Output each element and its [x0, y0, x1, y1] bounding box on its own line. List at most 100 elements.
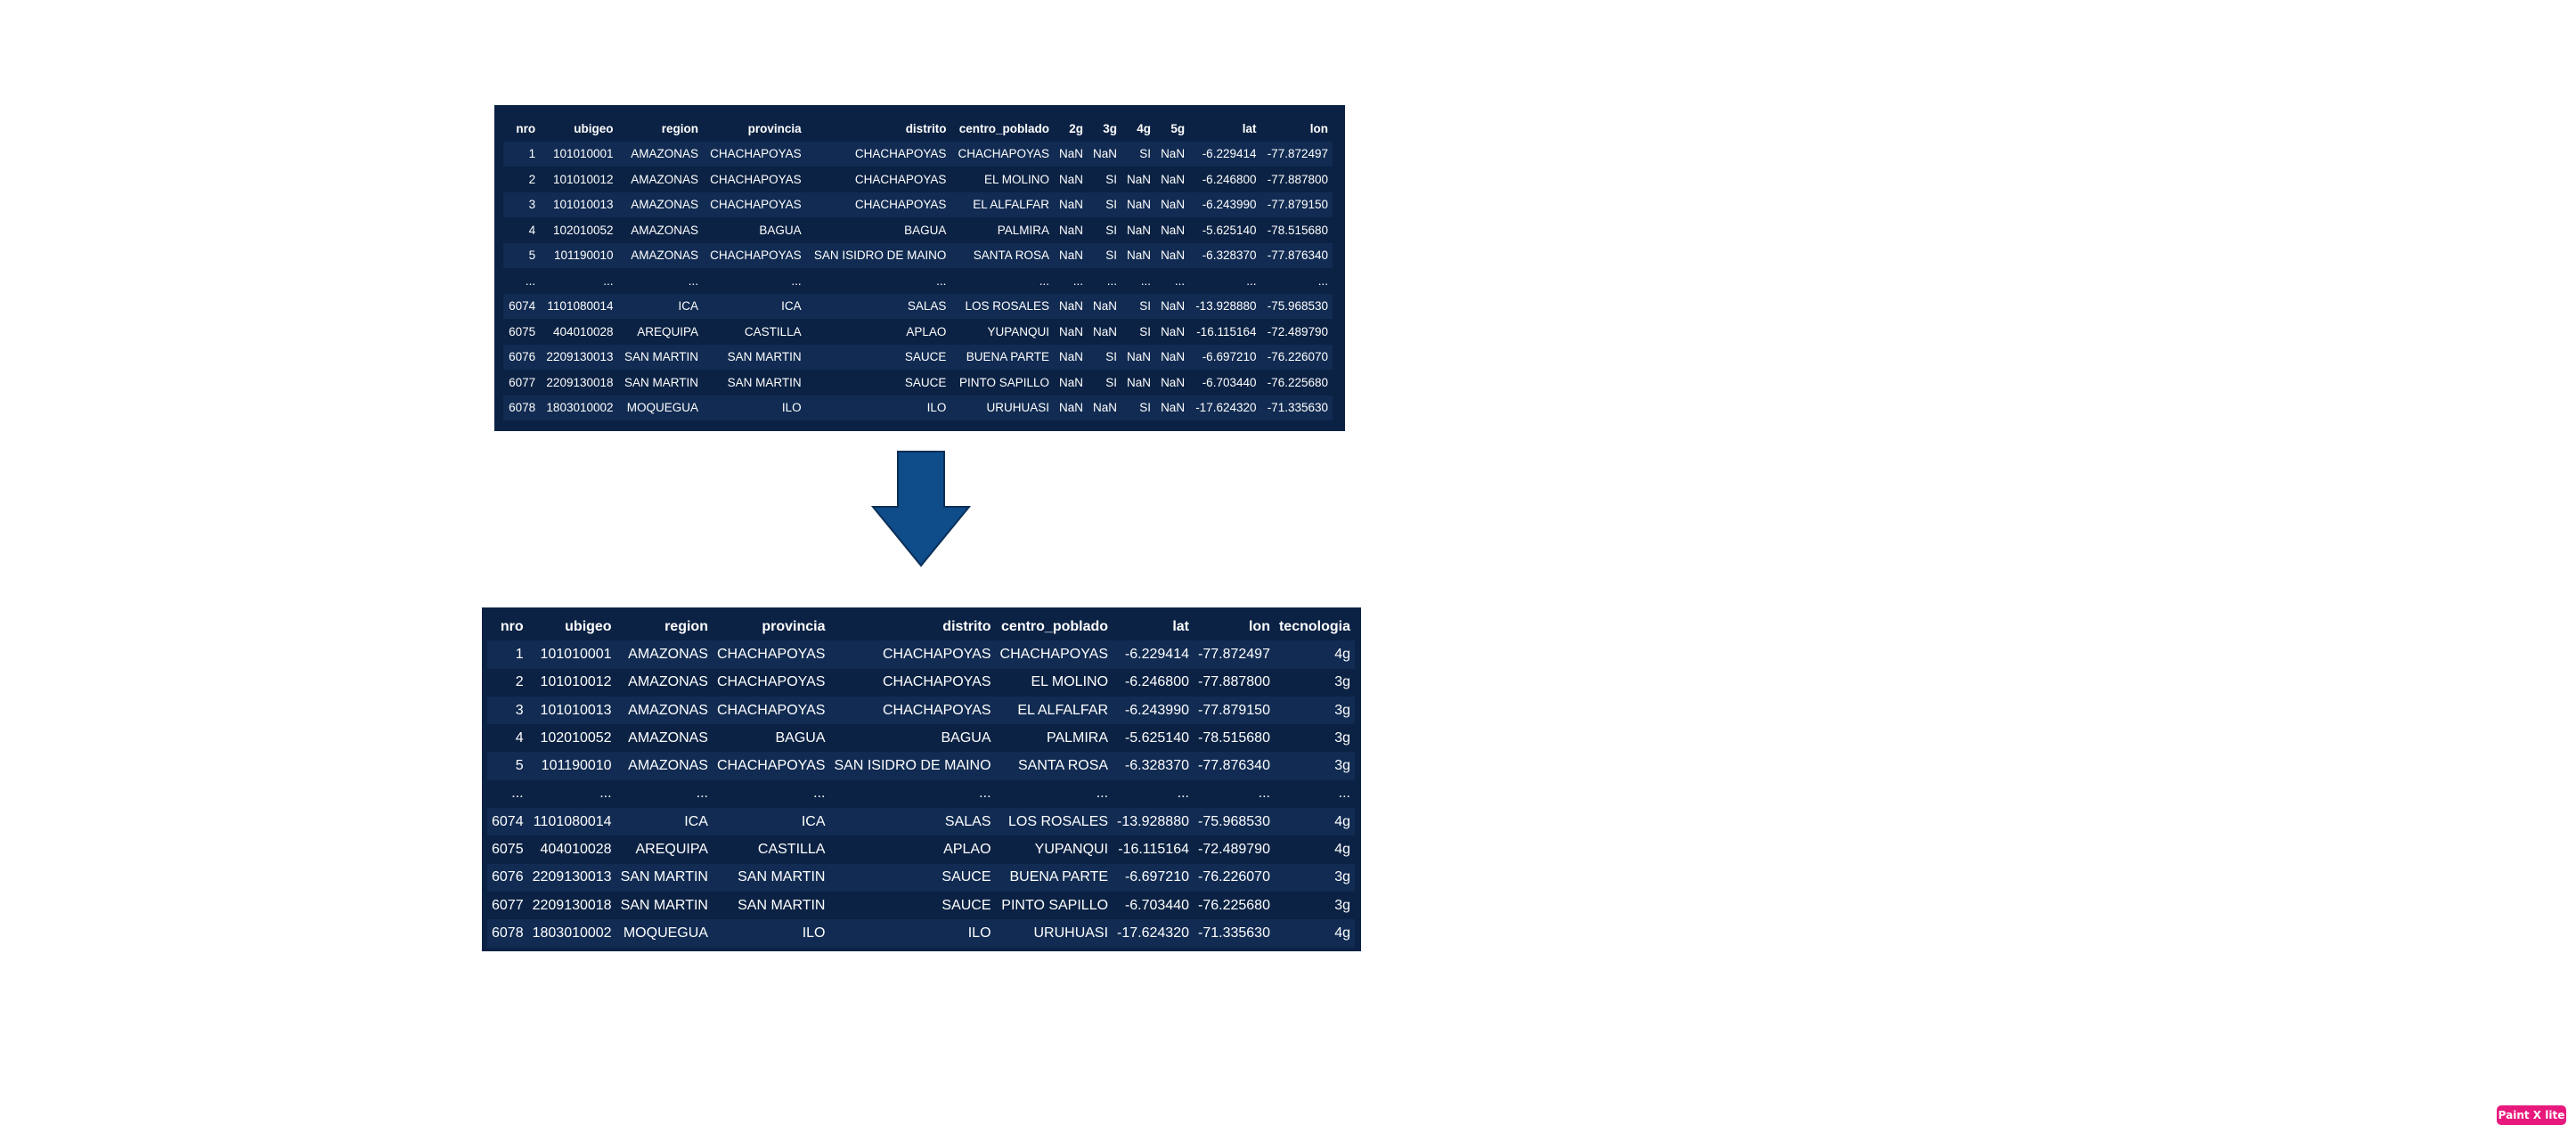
column-header-nro: nro: [500, 618, 524, 634]
table-row: 6077 2209130018 SAN MARTIN SAN MARTIN SAUCE P…: [487, 891, 1355, 920]
table-row: 6074 1101080014 ICA ICA SALAS LOS ROSALES NaN N…: [503, 293, 1333, 319]
table-cell-centro-poblado: PINTO SAPILLO: [958, 375, 1050, 389]
table-cell-provincia: CHACHAPOYAS: [710, 249, 802, 263]
table-cell-distrito: ...: [936, 273, 947, 288]
paint-x-lite-badge[interactable]: Paint X lite: [2497, 1105, 2566, 1125]
table-cell-region: SAN MARTIN: [620, 869, 708, 885]
table-cell-provincia: CHACHAPOYAS: [716, 674, 826, 690]
table-cell-lon: -77.872497: [1267, 147, 1328, 161]
table-cell-distrito: SAUCE: [942, 869, 991, 885]
table-cell-lon: -77.876340: [1267, 249, 1328, 263]
table-cell-lon: -76.225680: [1267, 375, 1328, 389]
table-cell-lon: -78.515680: [1267, 223, 1328, 237]
table-cell-lat: -5.625140: [1124, 730, 1189, 746]
table-cell-distrito: SAUCE: [942, 897, 991, 913]
table-cell-nro: 4: [528, 223, 536, 237]
table-cell-lat: -6.703440: [1124, 897, 1189, 913]
table-cell-ubigeo: ...: [603, 273, 614, 288]
table-cell-lon: ...: [1317, 273, 1328, 288]
table-cell-tecnologia: ...: [1338, 786, 1350, 802]
column-header-centro-poblado: centro_poblado: [1001, 618, 1109, 634]
table-cell-nro: 3: [528, 198, 536, 212]
table-cell-tecnologia: 4g: [1334, 813, 1350, 829]
table-cell-lat: -13.928880: [1195, 299, 1257, 314]
table-cell-lat: ...: [1246, 273, 1257, 288]
table-row: 2 101010012 AMAZONAS CHACHAPOYAS CHACHAPOYAS…: [503, 167, 1333, 192]
table-cell-4g: SI: [1139, 324, 1152, 338]
table-row: 6075 404010028 AREQUIPA CASTILLA APLAO YUPANQ…: [503, 319, 1333, 345]
table-cell-ubigeo: 101190010: [541, 758, 612, 774]
table-cell-3g: SI: [1105, 198, 1118, 212]
table-cell-lat: -17.624320: [1195, 401, 1257, 415]
table-cell-3g: SI: [1105, 172, 1118, 186]
column-header-lat: lat: [1242, 121, 1257, 135]
table-cell-lon: -72.489790: [1267, 324, 1328, 338]
table-cell-region: AMAZONAS: [628, 702, 708, 718]
table-cell-centro-poblado: ...: [1039, 273, 1050, 288]
table-cell-nro: 6074: [492, 813, 524, 829]
table-row: 6076 2209130013 SAN MARTIN SAN MARTIN SAUCE B…: [503, 344, 1333, 370]
table-cell-2g: NaN: [1059, 324, 1084, 338]
table-cell-distrito: CHACHAPOYAS: [854, 198, 947, 212]
table-cell-ubigeo: 404010028: [540, 842, 612, 858]
table-cell-region: AMAZONAS: [628, 674, 708, 690]
down-arrow-icon: [871, 451, 971, 567]
column-header-4g: 4g: [1137, 121, 1152, 135]
table-cell-lon: -72.489790: [1198, 842, 1270, 858]
table-cell-2g: NaN: [1059, 299, 1084, 314]
table-cell-distrito: CHACHAPOYAS: [854, 172, 947, 186]
table-cell-distrito: ...: [979, 786, 991, 802]
table-cell-tecnologia: 3g: [1334, 702, 1350, 718]
table-cell-provincia: ICA: [801, 813, 826, 829]
table-cell-lon: -77.879150: [1267, 198, 1328, 212]
table-cell-nro: 6074: [509, 299, 536, 314]
table-row: 1 101010001 AMAZONAS CHACHAPOYAS CHACHAPOYAS…: [503, 141, 1333, 167]
table-cell-region: AMAZONAS: [628, 646, 708, 662]
dataframe-before: nro ubigeo region provincia distrito centro_p…: [494, 105, 1345, 431]
table-cell-provincia: CHACHAPOYAS: [710, 147, 802, 161]
table-cell-distrito: BAGUA: [941, 730, 991, 746]
table-cell-region: MOQUEGUA: [626, 401, 699, 415]
table-cell-lat: -6.243990: [1124, 702, 1189, 718]
table-cell-provincia: CHACHAPOYAS: [716, 646, 826, 662]
table-cell-region: ICA: [684, 813, 708, 829]
table-cell-ubigeo: 101010001: [552, 147, 614, 161]
table-cell-region: AMAZONAS: [628, 758, 708, 774]
table-cell-provincia: CHACHAPOYAS: [716, 758, 826, 774]
table-cell-provincia: SAN MARTIN: [738, 869, 826, 885]
column-header-distrito: distrito: [942, 618, 991, 634]
table-cell-distrito: APLAO: [906, 324, 947, 338]
table-cell-nro: 3: [515, 702, 524, 718]
column-header-5g: 5g: [1170, 121, 1186, 135]
table-body: 1 101010001 AMAZONAS CHACHAPOYAS CHACHAPOYAS…: [503, 141, 1333, 420]
column-header-region: region: [661, 121, 699, 135]
table-cell-nro: 6077: [509, 375, 536, 389]
table-cell-4g: NaN: [1127, 223, 1152, 237]
table-cell-tecnologia: 3g: [1334, 758, 1350, 774]
table-cell-provincia: BAGUA: [759, 223, 802, 237]
table-cell-2g: NaN: [1059, 401, 1084, 415]
table-cell-nro: 6076: [492, 869, 524, 885]
column-header-provincia: provincia: [762, 618, 826, 634]
table-cell-5g: NaN: [1161, 172, 1186, 186]
table-cell-lat: -6.328370: [1124, 758, 1189, 774]
table-cell-nro: 6075: [492, 842, 524, 858]
table-cell-tecnologia: 4g: [1334, 842, 1350, 858]
table-cell-4g: NaN: [1127, 172, 1152, 186]
table-cell-5g: NaN: [1161, 299, 1186, 314]
table-cell-provincia: SAN MARTIN: [727, 375, 802, 389]
column-header-ubigeo: ubigeo: [565, 618, 612, 634]
table-cell-lon: -71.335630: [1198, 925, 1270, 941]
table-cell-nro: 6076: [509, 350, 536, 364]
table-cell-provincia: CHACHAPOYAS: [716, 702, 826, 718]
table-cell-ubigeo: 101190010: [553, 249, 614, 263]
table-cell-3g: SI: [1105, 375, 1118, 389]
table-cell-centro-poblado: LOS ROSALES: [965, 299, 1050, 314]
table-cell-distrito: ILO: [967, 925, 991, 941]
table-cell-nro: 1: [515, 646, 524, 662]
table-row: 4 102010052 AMAZONAS BAGUA BAGUA PALMIRA NaN SI…: [503, 217, 1333, 243]
table-cell-lon: -76.226070: [1198, 869, 1270, 885]
table-cell-lat: -5.625140: [1202, 223, 1257, 237]
column-header-lon: lon: [1248, 618, 1270, 634]
